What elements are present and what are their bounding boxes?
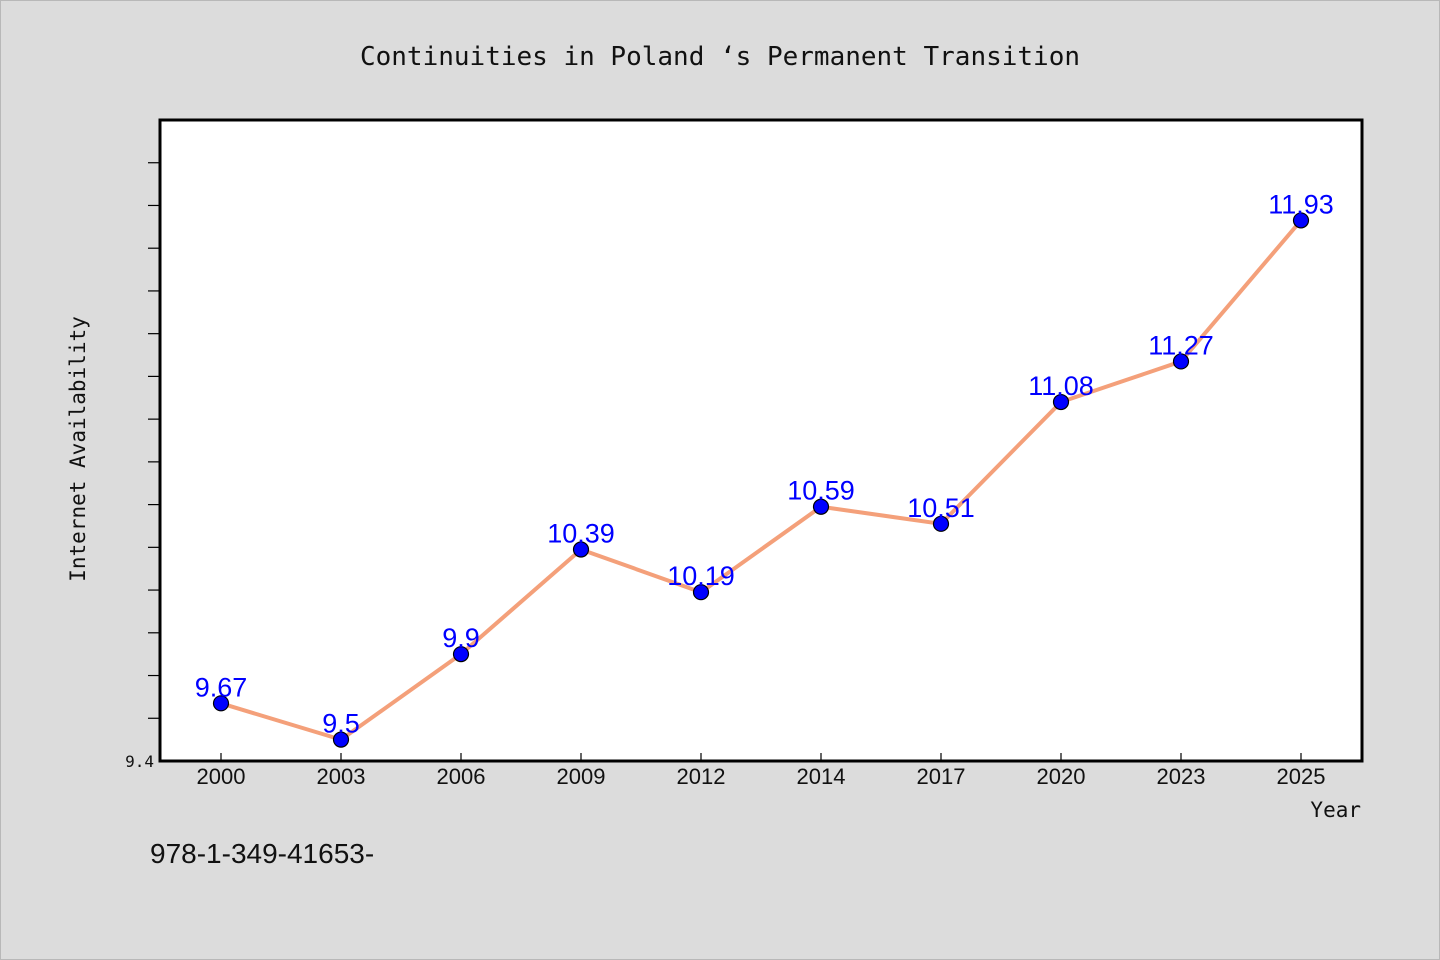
x-tick-label: 2009 — [557, 764, 606, 789]
x-tick-label: 2020 — [1037, 764, 1086, 789]
x-tick-label: 2014 — [797, 764, 846, 789]
data-label: 11.08 — [1028, 371, 1094, 401]
y-axis-title: Internet Availability — [66, 316, 90, 582]
data-label: 10.51 — [907, 493, 975, 523]
chart-title: Continuities in Poland ‘s Permanent Tran… — [360, 42, 1080, 72]
data-label: 10.19 — [667, 561, 735, 591]
data-point — [1292, 212, 1310, 229]
data-label: 11.93 — [1268, 189, 1334, 219]
x-axis-ticks: 2000 2003 2006 2009 2012 2014 2017 2020 2023 2025 — [197, 753, 1326, 789]
y-axis-ticks — [148, 162, 160, 719]
footnote-isbn: 978-1-349-41653- — [150, 838, 374, 869]
data-point — [812, 498, 830, 515]
x-axis-title: Year — [1310, 798, 1361, 822]
data-label: 9.5 — [322, 709, 360, 739]
data-label: 10.39 — [547, 518, 615, 548]
series-layer — [212, 212, 1310, 748]
x-tick-label: 2012 — [677, 764, 726, 789]
data-point — [332, 731, 350, 748]
x-tick-label: 2003 — [317, 764, 366, 789]
x-tick-label: 2000 — [197, 764, 246, 789]
x-tick-label: 2023 — [1157, 764, 1206, 789]
data-point — [572, 541, 590, 558]
data-point — [212, 695, 230, 712]
data-label: 9.67 — [195, 672, 248, 702]
data-point — [1052, 393, 1070, 411]
x-tick-label: 2006 — [437, 764, 486, 789]
y-axis-min-label: 9.4 — [125, 752, 154, 771]
data-point — [452, 646, 470, 663]
data-point — [932, 515, 950, 532]
series-line — [219, 218, 1303, 742]
plot-area — [158, 118, 1364, 763]
data-label: 10.59 — [787, 476, 855, 506]
x-tick-label: 2017 — [917, 764, 966, 789]
data-labels-layer: 9.67 9.5 9.9 10.39 10.19 10.59 10.51 11.08 11.27… — [195, 189, 1334, 738]
data-label: 9.9 — [442, 623, 480, 653]
data-point — [692, 584, 710, 601]
data-label: 11.27 — [1148, 330, 1214, 360]
x-tick-label: 2025 — [1277, 764, 1326, 789]
data-point — [1172, 353, 1190, 370]
